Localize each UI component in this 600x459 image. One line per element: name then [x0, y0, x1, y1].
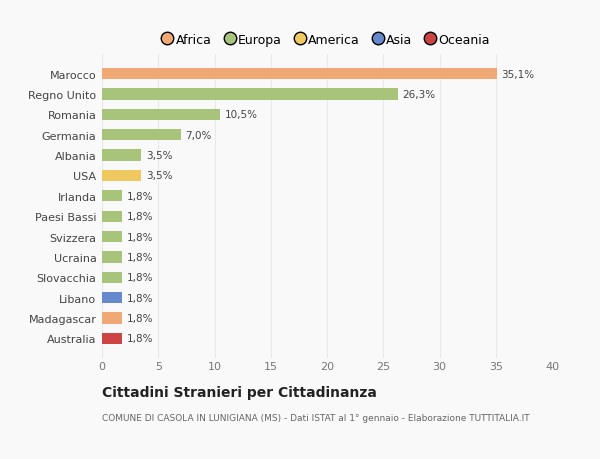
Text: 1,8%: 1,8% — [127, 293, 153, 303]
Text: 1,8%: 1,8% — [127, 313, 153, 323]
Text: 3,5%: 3,5% — [146, 151, 172, 161]
Text: 35,1%: 35,1% — [502, 69, 535, 79]
Bar — [102, 150, 142, 161]
Bar — [102, 272, 122, 283]
Bar — [102, 231, 122, 243]
Bar — [102, 130, 181, 141]
Bar — [102, 313, 122, 324]
Text: 1,8%: 1,8% — [127, 334, 153, 344]
Text: 1,8%: 1,8% — [127, 232, 153, 242]
Text: 1,8%: 1,8% — [127, 212, 153, 222]
Bar — [102, 170, 142, 182]
Bar — [102, 89, 398, 101]
Text: 10,5%: 10,5% — [224, 110, 257, 120]
Text: Cittadini Stranieri per Cittadinanza: Cittadini Stranieri per Cittadinanza — [102, 386, 377, 399]
Bar — [102, 69, 497, 80]
Text: 26,3%: 26,3% — [403, 90, 436, 100]
Text: COMUNE DI CASOLA IN LUNIGIANA (MS) - Dati ISTAT al 1° gennaio - Elaborazione TUT: COMUNE DI CASOLA IN LUNIGIANA (MS) - Dat… — [102, 413, 530, 422]
Bar — [102, 252, 122, 263]
Bar — [102, 292, 122, 303]
Text: 1,8%: 1,8% — [127, 273, 153, 283]
Bar — [102, 191, 122, 202]
Text: 1,8%: 1,8% — [127, 252, 153, 263]
Text: 3,5%: 3,5% — [146, 171, 172, 181]
Bar — [102, 110, 220, 121]
Text: 1,8%: 1,8% — [127, 191, 153, 202]
Text: 7,0%: 7,0% — [185, 130, 212, 140]
Legend: Africa, Europa, America, Asia, Oceania: Africa, Europa, America, Asia, Oceania — [164, 34, 490, 47]
Bar — [102, 211, 122, 222]
Bar — [102, 333, 122, 344]
